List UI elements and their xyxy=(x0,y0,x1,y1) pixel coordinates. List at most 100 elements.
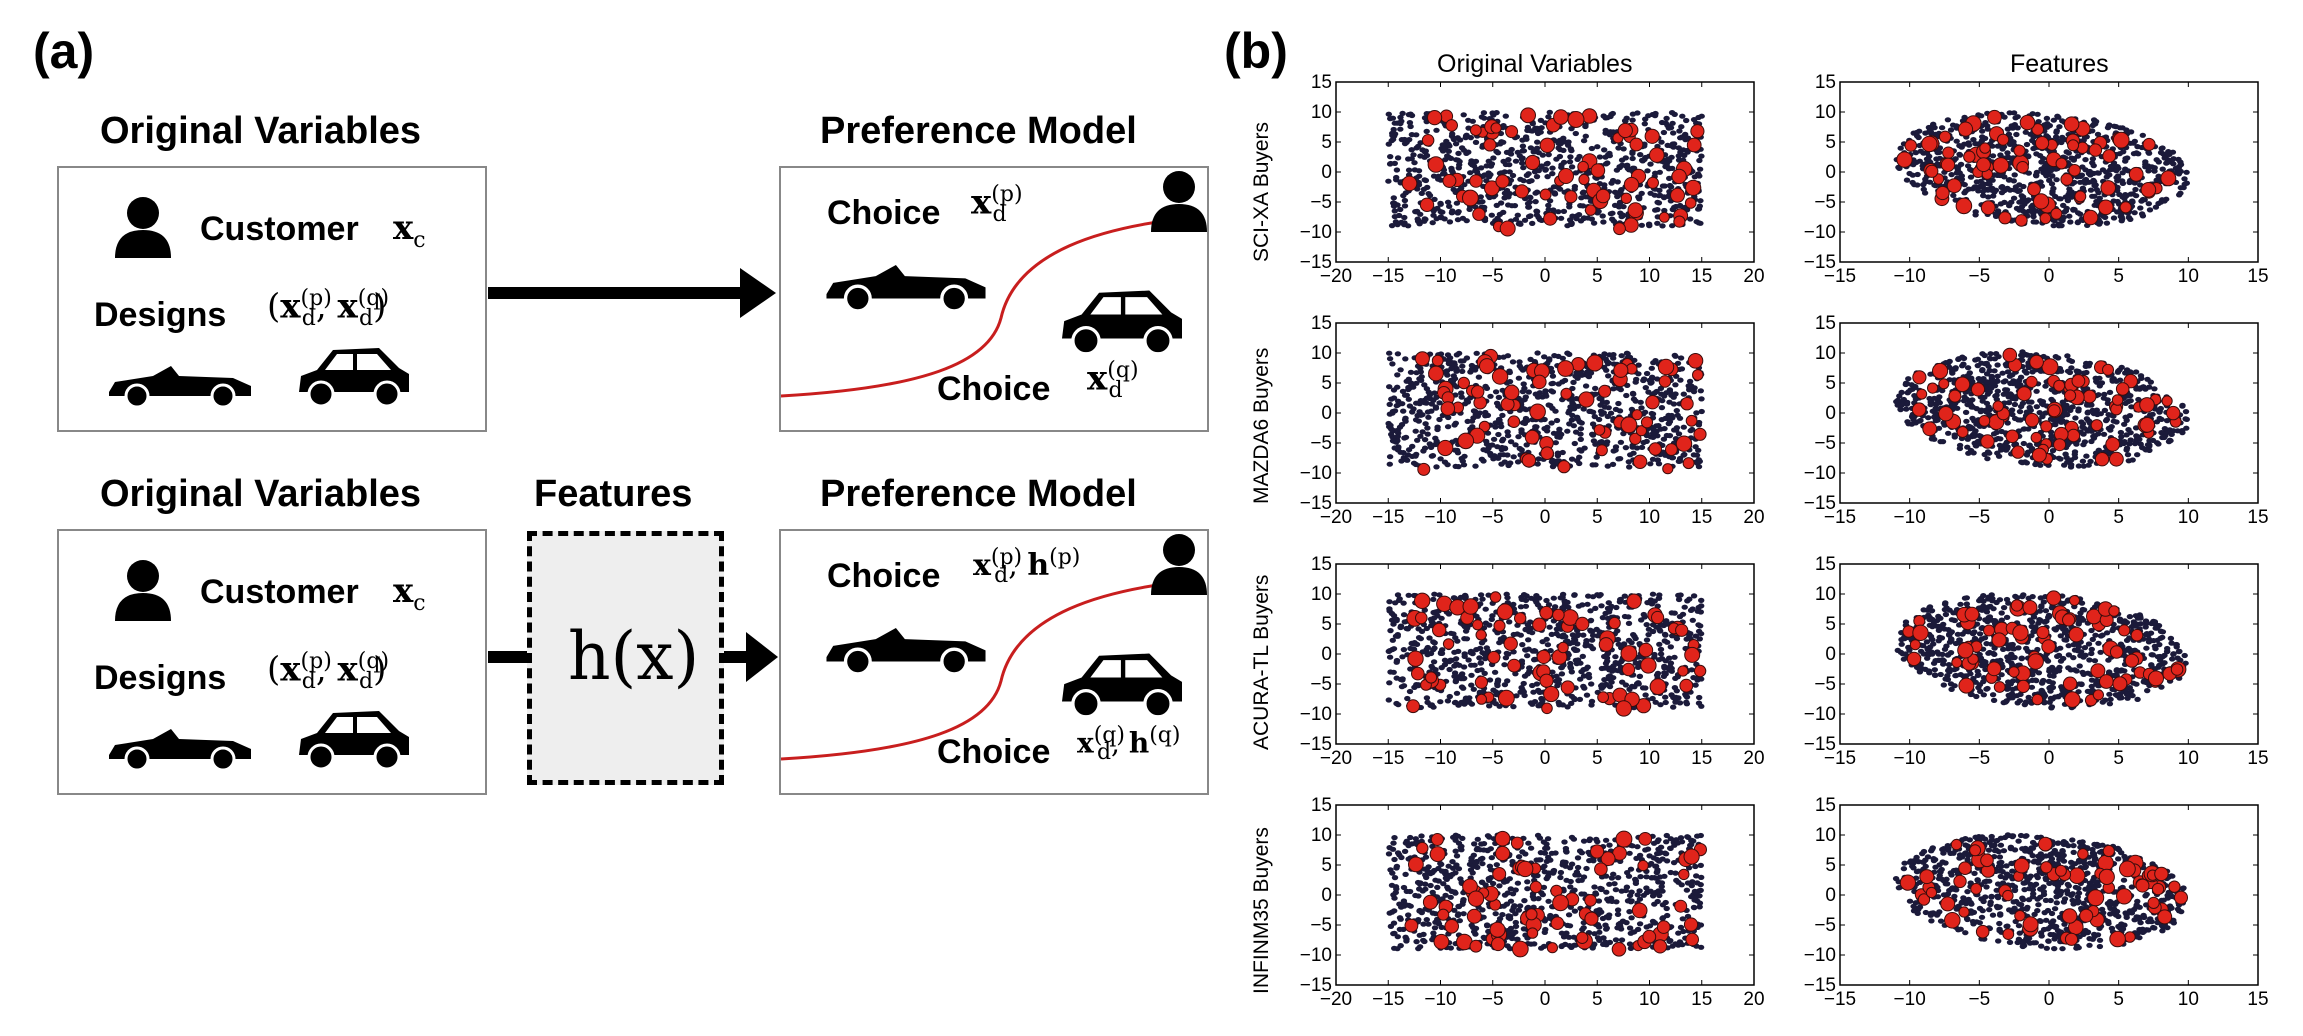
point xyxy=(1629,390,1637,396)
point xyxy=(1610,352,1617,358)
point xyxy=(1404,626,1411,632)
point xyxy=(1576,419,1583,425)
point xyxy=(1571,183,1579,190)
point xyxy=(1400,612,1408,618)
point xyxy=(1520,592,1528,598)
highlight-point xyxy=(1532,617,1547,632)
highlight-point xyxy=(2047,404,2061,418)
point xyxy=(1615,145,1622,151)
highlight-point xyxy=(2161,395,2173,407)
point xyxy=(1438,650,1446,657)
highlight-point xyxy=(2013,144,2026,157)
point xyxy=(1677,592,1684,598)
highlight-point xyxy=(2105,436,2121,452)
point xyxy=(1390,387,1398,393)
point xyxy=(1465,117,1472,123)
point xyxy=(1684,149,1691,155)
point xyxy=(1553,417,1561,424)
point xyxy=(1641,156,1648,163)
point xyxy=(1389,132,1396,139)
point xyxy=(1696,157,1703,164)
point xyxy=(2066,213,2073,219)
point xyxy=(1689,617,1696,623)
point xyxy=(1405,592,1412,598)
point xyxy=(1388,427,1395,433)
point xyxy=(1482,383,1489,389)
point xyxy=(1598,411,1605,417)
point xyxy=(1588,145,1596,152)
highlight-point xyxy=(1670,187,1685,203)
point xyxy=(1573,458,1581,464)
point xyxy=(1534,394,1542,400)
highlight-point xyxy=(1979,142,1991,154)
point xyxy=(1446,219,1454,225)
point xyxy=(1594,144,1601,150)
point xyxy=(1401,203,1409,209)
highlight-point xyxy=(1673,215,1686,228)
point xyxy=(1986,389,1993,395)
highlight-point xyxy=(1514,612,1527,625)
point xyxy=(2117,429,2125,436)
point xyxy=(1423,152,1431,159)
point xyxy=(1994,450,2001,456)
point xyxy=(1401,435,1408,441)
point xyxy=(1505,157,1512,163)
point xyxy=(1430,659,1438,665)
point xyxy=(2000,379,2007,385)
x-tick-label: 10 xyxy=(1639,507,1660,528)
highlight-point xyxy=(1503,636,1518,651)
highlight-point xyxy=(1428,365,1444,382)
point xyxy=(1524,417,1531,423)
point xyxy=(1437,177,1444,183)
point xyxy=(1659,223,1666,229)
point xyxy=(1446,666,1453,673)
point xyxy=(1417,153,1424,159)
point xyxy=(1695,700,1703,706)
y-tick-label: −15 xyxy=(1804,493,1836,514)
point xyxy=(1655,200,1663,206)
point xyxy=(2099,167,2107,173)
point xyxy=(1490,436,1498,442)
point xyxy=(1642,692,1649,698)
point xyxy=(1585,593,1592,599)
highlight-point xyxy=(1407,650,1424,667)
point xyxy=(2071,449,2079,455)
point xyxy=(1657,628,1664,634)
customer-icon xyxy=(115,560,171,621)
highlight-point xyxy=(1560,680,1575,695)
point xyxy=(1446,659,1453,665)
point xyxy=(2125,214,2133,221)
point xyxy=(1455,464,1462,470)
point xyxy=(1679,113,1686,119)
point xyxy=(1960,361,1967,367)
customer-variable: xc xyxy=(393,571,426,616)
point xyxy=(1670,144,1677,150)
point xyxy=(2142,386,2149,392)
point xyxy=(1452,420,1459,426)
highlight-point xyxy=(2112,131,2130,149)
point xyxy=(1393,616,1400,622)
highlight-point xyxy=(1532,374,1547,390)
point xyxy=(1522,394,1529,400)
point xyxy=(1445,361,1453,367)
point xyxy=(1519,642,1526,648)
convertible-car-icon xyxy=(826,627,986,675)
point xyxy=(1431,615,1438,621)
point xyxy=(1494,150,1502,156)
x-tick-label: 5 xyxy=(2113,507,2124,528)
point xyxy=(1387,422,1394,428)
point xyxy=(1494,683,1501,689)
point xyxy=(1551,353,1558,359)
point xyxy=(1386,599,1393,605)
col-title-original-variables: Original Variables xyxy=(1437,50,1633,78)
highlight-point xyxy=(1671,168,1687,185)
point xyxy=(2013,205,2021,211)
point xyxy=(1450,631,1457,637)
point xyxy=(1644,168,1651,174)
point xyxy=(1576,696,1584,703)
point xyxy=(1495,394,1503,400)
point xyxy=(1668,668,1675,674)
point xyxy=(2068,457,2075,463)
highlight-point xyxy=(1593,424,1606,436)
point xyxy=(2004,150,2011,156)
